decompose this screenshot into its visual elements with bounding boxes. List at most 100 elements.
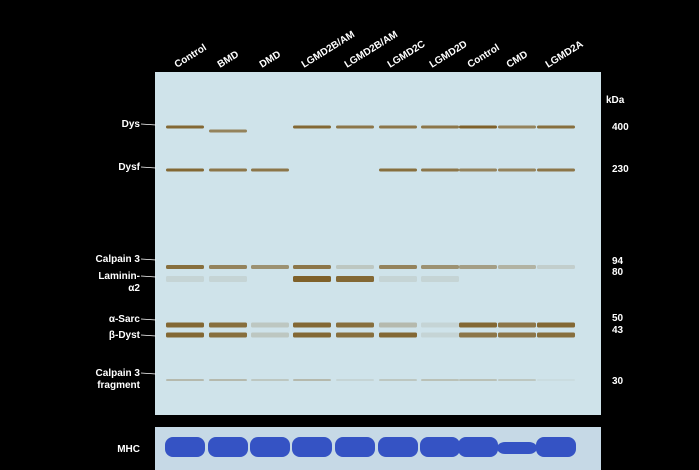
protein-label-line: Calpain 3: [96, 254, 141, 265]
protein-label: Calpain 3 fragment: [96, 368, 141, 391]
mhc-band: [208, 437, 248, 457]
band: [459, 332, 497, 338]
band: [498, 332, 536, 338]
band: [293, 265, 331, 269]
band: [166, 332, 204, 338]
protein-label-line: Laminin-: [98, 271, 140, 282]
protein-label-line: Calpain 3: [96, 368, 141, 379]
protein-label-line: α2: [128, 283, 140, 294]
mhc-band: [292, 437, 332, 457]
mhc-band: [497, 442, 537, 454]
protein-label: Laminin-α2: [98, 271, 140, 294]
band: [421, 379, 459, 381]
label-pointer: [140, 123, 157, 126]
kda-label: 30: [612, 376, 624, 387]
kda-label: 400: [612, 122, 629, 133]
protein-label: β-Dyst: [109, 330, 141, 341]
band: [379, 379, 417, 381]
band: [209, 168, 247, 172]
protein-label: Dysf: [118, 162, 140, 173]
mhc-band: [536, 437, 576, 457]
band: [336, 322, 374, 328]
mhc-band: [335, 437, 375, 457]
band: [498, 265, 536, 269]
kda-label: 43: [612, 325, 624, 336]
band: [379, 332, 417, 338]
band: [209, 322, 247, 328]
band: [166, 168, 204, 172]
band: [459, 265, 497, 269]
mhc-band: [420, 437, 460, 457]
band: [537, 332, 575, 338]
band: [251, 265, 289, 269]
band: [336, 379, 374, 381]
mhc-band: [378, 437, 418, 457]
band: [421, 265, 459, 269]
band: [336, 276, 374, 282]
band: [421, 125, 459, 129]
band: [209, 129, 247, 133]
mhc-band: [250, 437, 290, 457]
band: [459, 322, 497, 328]
band: [336, 332, 374, 338]
protein-label: α-Sarc: [109, 314, 141, 325]
band: [459, 379, 497, 381]
kda-label: 80: [612, 267, 624, 278]
protein-label-line: Dysf: [118, 162, 140, 173]
mhc-band: [165, 437, 205, 457]
band: [379, 322, 417, 328]
protein-label-line: β-Dyst: [109, 330, 141, 341]
band: [379, 125, 417, 129]
band: [251, 322, 289, 328]
band: [537, 265, 575, 269]
band: [379, 276, 417, 282]
band: [537, 322, 575, 328]
band: [293, 332, 331, 338]
label-pointer: [140, 372, 157, 375]
band: [209, 379, 247, 381]
band: [209, 276, 247, 282]
label-pointer: [140, 334, 157, 337]
label-pointer: [140, 275, 157, 278]
protein-label: Dys: [122, 119, 141, 130]
label-pointer: [140, 258, 157, 261]
band: [166, 276, 204, 282]
band: [336, 125, 374, 129]
band: [209, 332, 247, 338]
band: [336, 265, 374, 269]
band: [293, 322, 331, 328]
protein-label: Calpain 3: [96, 254, 141, 265]
band: [537, 379, 575, 381]
protein-label-line: α-Sarc: [109, 314, 141, 325]
kda-label: 230: [612, 164, 629, 175]
band: [379, 265, 417, 269]
band: [498, 379, 536, 381]
protein-label-line: Dys: [122, 119, 141, 130]
band: [498, 125, 536, 129]
blot-panel: [155, 72, 601, 415]
mhc-band: [458, 437, 498, 457]
band: [421, 276, 459, 282]
band: [498, 168, 536, 172]
band: [459, 125, 497, 129]
band: [251, 332, 289, 338]
band: [166, 322, 204, 328]
label-pointer: [140, 318, 157, 321]
band: [166, 265, 204, 269]
band: [293, 276, 331, 282]
band: [421, 332, 459, 338]
band: [293, 379, 331, 381]
mhc-label: MHC: [117, 444, 140, 455]
band: [421, 322, 459, 328]
kda-label: 94: [612, 256, 624, 267]
band: [251, 168, 289, 172]
band: [421, 168, 459, 172]
band: [537, 168, 575, 172]
protein-label-line: fragment: [97, 380, 140, 391]
band: [166, 379, 204, 381]
band: [379, 168, 417, 172]
band: [459, 168, 497, 172]
kda-label: 50: [612, 313, 624, 324]
band: [209, 265, 247, 269]
